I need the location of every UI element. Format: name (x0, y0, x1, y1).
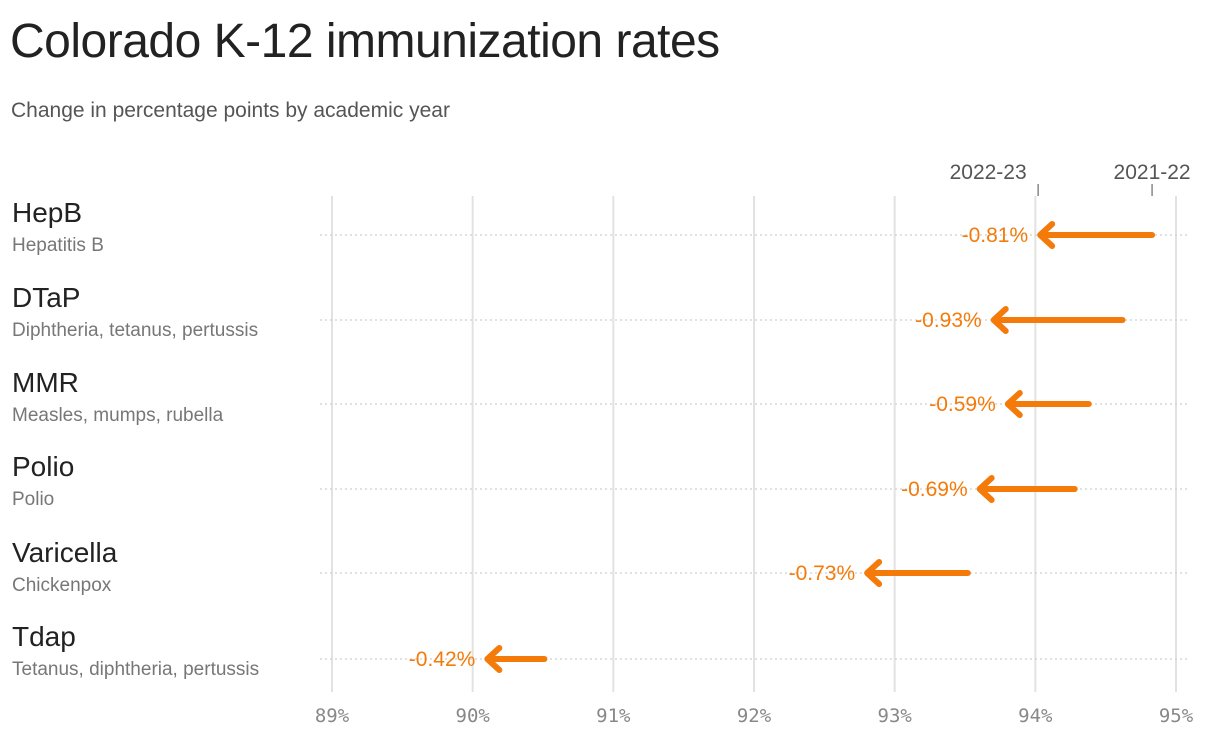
vaccine-name: DTaP (12, 282, 81, 313)
x-tick-label: 90% (456, 705, 491, 727)
vaccine-desc: Diphtheria, tetanus, pertussis (12, 320, 259, 341)
arrowhead-left-icon (484, 645, 503, 673)
row-label-dtap: DTaP Diphtheria, tetanus, pertussis (12, 282, 258, 342)
row-label-polio: Polio Polio (12, 451, 74, 511)
legend-end-label: 2022-23 (950, 161, 1027, 184)
chart-subtitle: Change in percentage points by academic … (11, 99, 450, 122)
change-value-label: -0.42% (409, 648, 476, 671)
vaccine-name: Varicella (12, 537, 118, 568)
x-tick-label: 89% (315, 705, 350, 727)
vaccine-desc: Measles, mumps, rubella (12, 405, 224, 426)
vaccine-desc: Tetanus, diphtheria, pertussis (12, 659, 260, 680)
change-value-label: -0.69% (901, 478, 968, 501)
vaccine-name: MMR (12, 367, 79, 398)
arrowhead-left-icon (990, 306, 1009, 334)
arrowhead-left-icon (1037, 221, 1056, 249)
vaccine-name: Tdap (12, 621, 76, 652)
arrowhead-left-icon (864, 559, 883, 587)
x-tick-label: 93% (878, 705, 913, 727)
vaccine-desc: Polio (12, 489, 55, 510)
legend-start-label: 2021-22 (1114, 161, 1191, 184)
change-value-label: -0.59% (929, 393, 996, 416)
row-label-hepb: HepB Hepatitis B (12, 197, 104, 257)
vaccine-desc: Hepatitis B (12, 235, 104, 256)
row-label-varicella: Varicella Chickenpox (12, 537, 117, 597)
x-tick-label: 91% (596, 705, 631, 727)
chart-title: Colorado K-12 immunization rates (10, 15, 720, 68)
arrowhead-left-icon (976, 475, 995, 503)
x-tick-label: 94% (1018, 705, 1053, 727)
x-tick-label: 95% (1159, 705, 1194, 727)
x-tick-label: 92% (737, 705, 772, 727)
vaccine-name: HepB (12, 197, 83, 228)
vaccine-name: Polio (12, 451, 75, 482)
row-label-tdap: Tdap Tetanus, diphtheria, pertussis (12, 621, 259, 681)
arrowhead-left-icon (1004, 390, 1023, 418)
change-value-label: -0.73% (789, 562, 856, 585)
change-value-label: -0.93% (915, 309, 982, 332)
row-label-mmr: MMR Measles, mumps, rubella (12, 367, 223, 427)
change-value-label: -0.81% (962, 224, 1029, 247)
vaccine-desc: Chickenpox (12, 575, 112, 596)
